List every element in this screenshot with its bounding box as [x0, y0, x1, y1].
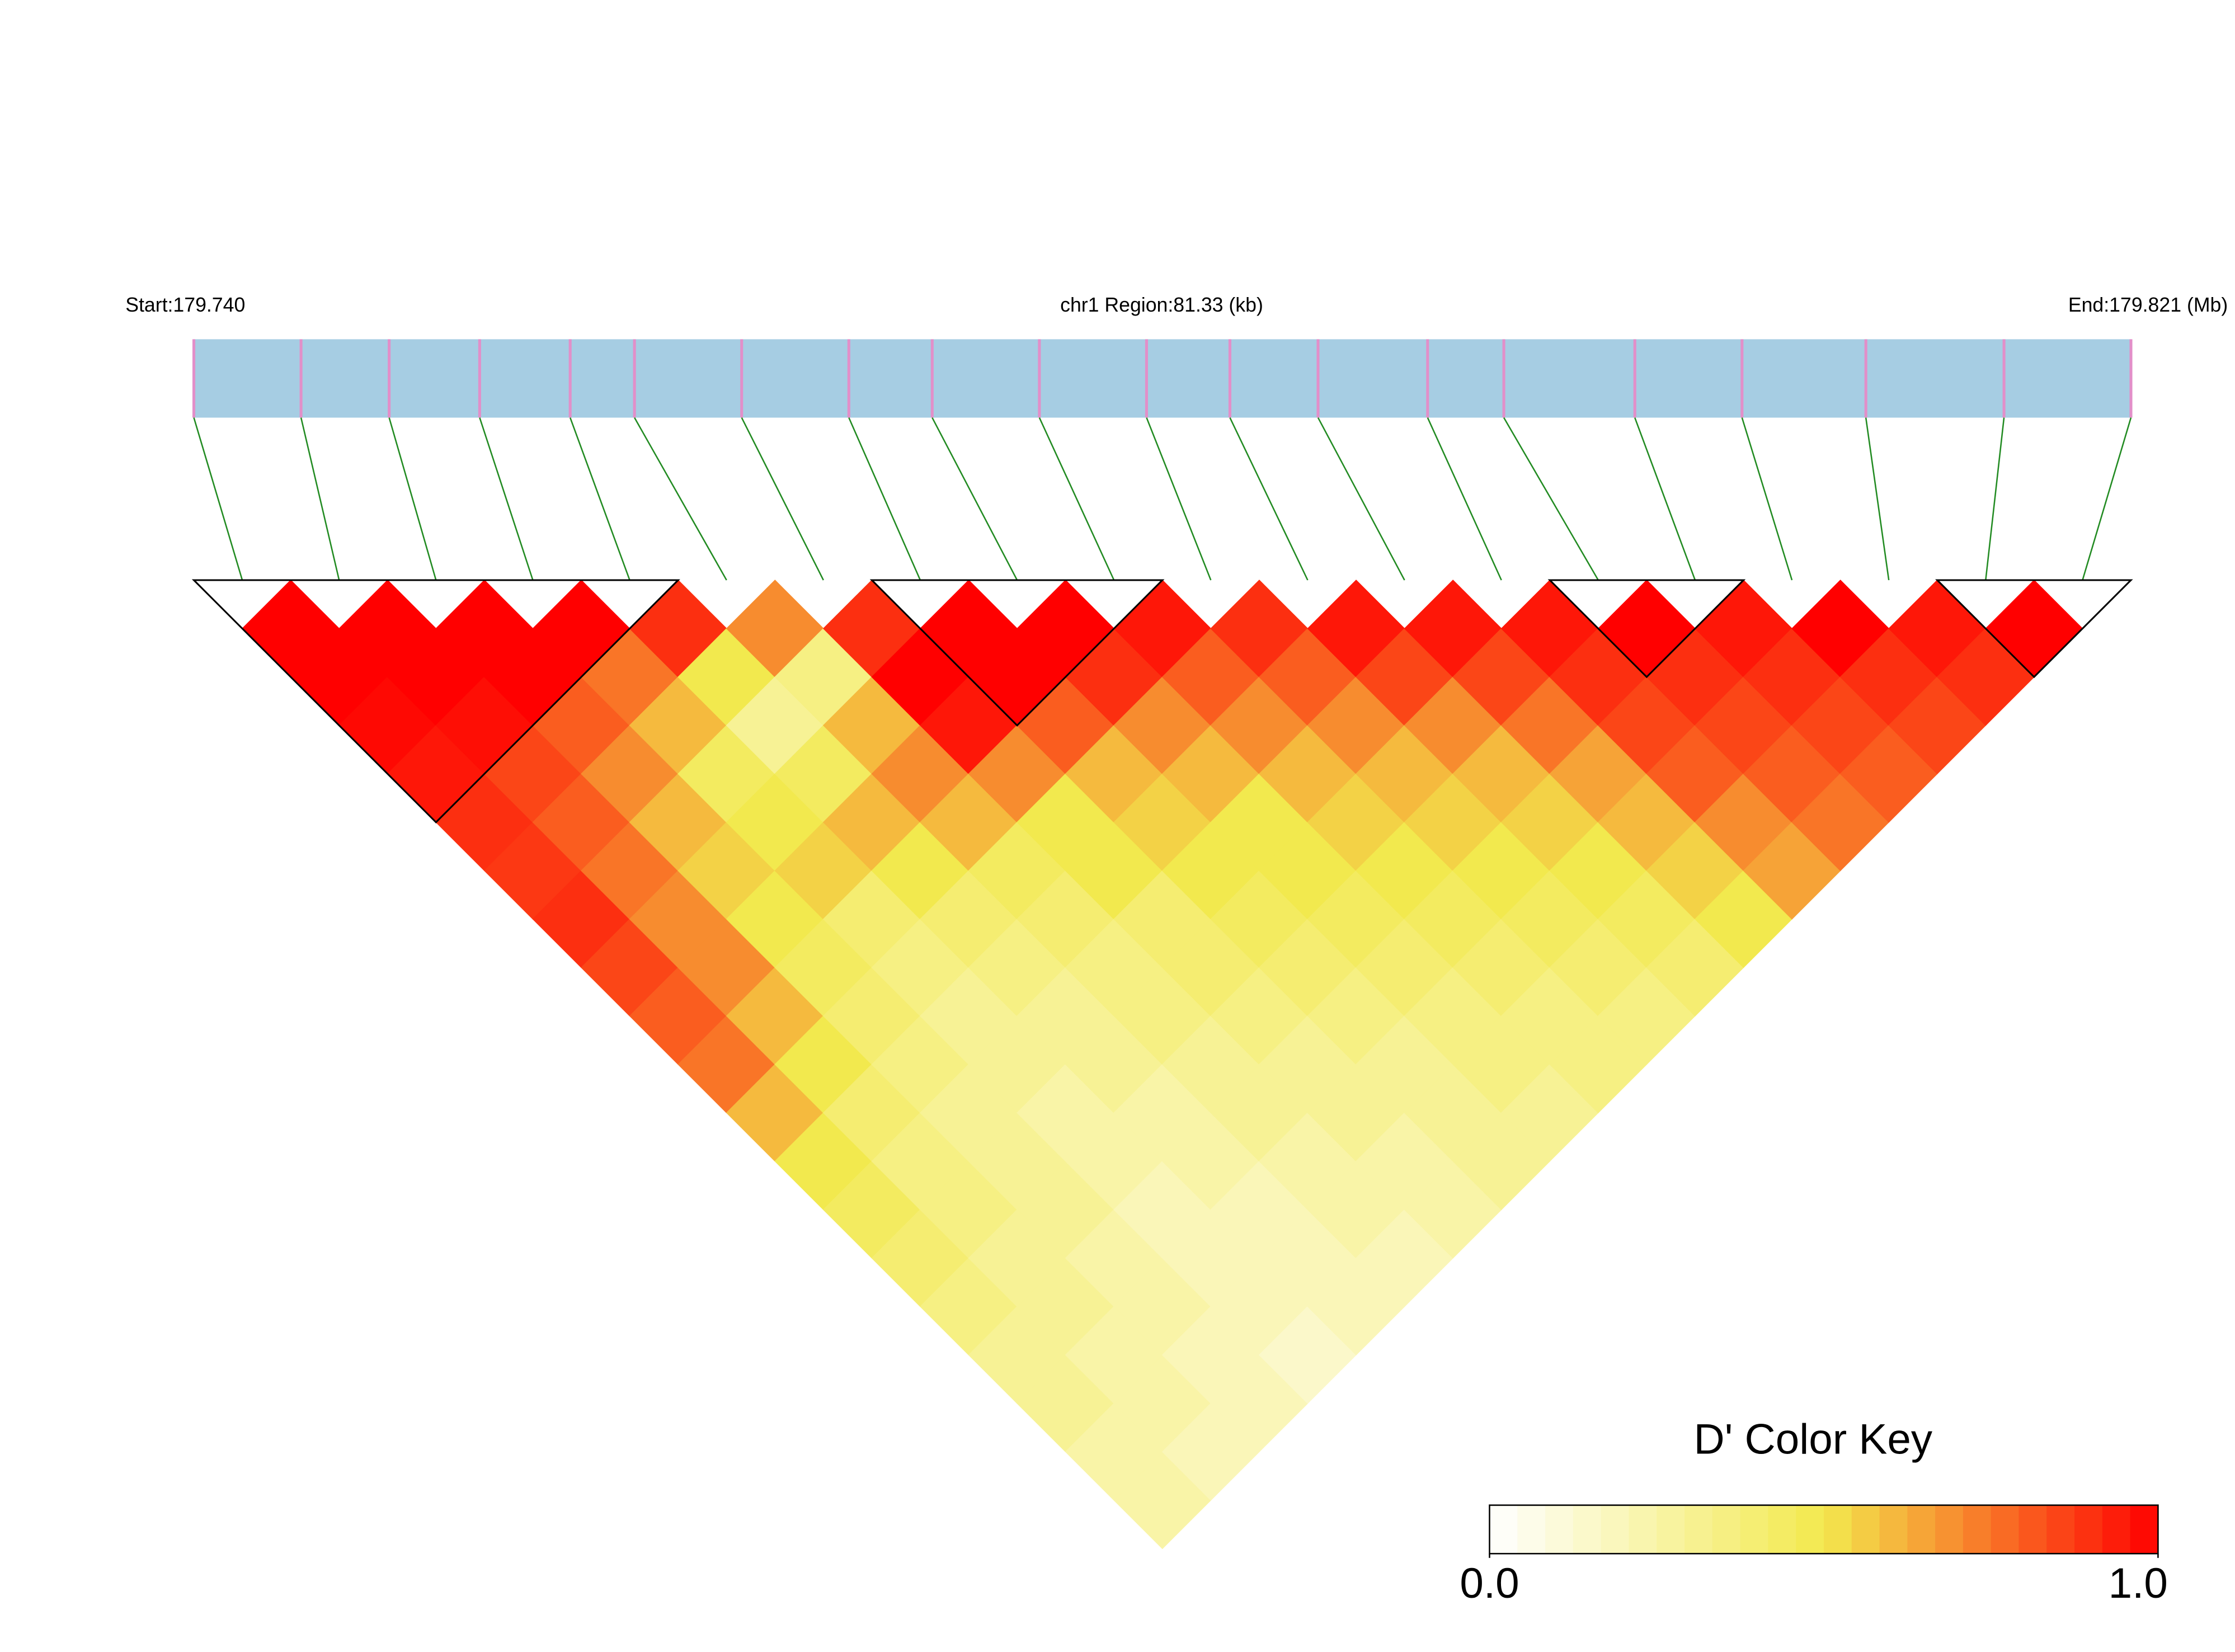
color-key-step: [1740, 1505, 1769, 1554]
snp-link: [2082, 417, 2132, 581]
snp-link: [1229, 417, 1309, 581]
color-key-step: [1907, 1505, 1936, 1554]
color-key-step: [1517, 1505, 1546, 1554]
color-key-step: [2074, 1505, 2103, 1554]
snp-link: [1038, 417, 1115, 581]
snp-link: [1985, 417, 2005, 581]
snp-link: [569, 417, 630, 581]
color-key-step: [1685, 1505, 1713, 1554]
color-key-tick-label: 1.0: [2109, 1560, 2168, 1607]
snp-link: [1741, 417, 1793, 581]
color-key-step: [2018, 1505, 2048, 1554]
color-key-step: [1489, 1505, 1518, 1554]
color-key-step: [1768, 1505, 1796, 1554]
color-key-step: [1963, 1505, 1992, 1554]
color-key-step: [1573, 1505, 1602, 1554]
snp-link: [479, 417, 534, 581]
color-key-step: [1657, 1505, 1685, 1554]
snp-bar: [194, 339, 2132, 418]
snp-link: [1865, 417, 1890, 581]
snp-link: [634, 417, 727, 581]
ld-block: [1935, 579, 2133, 679]
colorbar-title: D' Color Key: [1694, 1416, 1933, 1463]
region-label: chr1 Region:81.33 (kb): [1060, 294, 1263, 316]
color-key-step: [1601, 1505, 1630, 1554]
ld-block: [1547, 579, 1746, 679]
color-key-step: [2046, 1505, 2075, 1554]
snp-link: [193, 417, 243, 581]
color-key-step: [1935, 1505, 1964, 1554]
color-key-step: [1991, 1505, 2020, 1554]
snp-link: [931, 417, 1018, 581]
end-label: End:179.821 (Mb): [2068, 294, 2228, 316]
color-key-step: [1851, 1505, 1880, 1554]
ld-block: [191, 579, 680, 823]
snp-link: [848, 417, 921, 581]
color-key-frame: [1489, 1504, 2159, 1555]
color-key-step: [1545, 1505, 1574, 1554]
color-key-step: [2130, 1505, 2159, 1554]
snp-link: [1634, 417, 1696, 581]
snp-link: [388, 417, 437, 581]
start-label: Start:179.740: [125, 294, 245, 316]
snp-link: [1427, 417, 1502, 581]
snp-link: [300, 417, 340, 581]
color-key-tick-label: 0.0: [1460, 1560, 1519, 1607]
ld-block: [869, 579, 1165, 727]
snp-link: [1317, 417, 1405, 581]
snp-link: [1146, 417, 1212, 581]
snp-link: [741, 417, 824, 581]
color-key-step: [1879, 1505, 1908, 1554]
color-key-step: [1823, 1505, 1852, 1554]
color-key-step: [2102, 1505, 2131, 1554]
color-key-step: [1712, 1505, 1741, 1554]
snp-link: [1503, 417, 1599, 581]
color-key-step: [1629, 1505, 1657, 1554]
color-key-step: [1796, 1505, 1824, 1554]
